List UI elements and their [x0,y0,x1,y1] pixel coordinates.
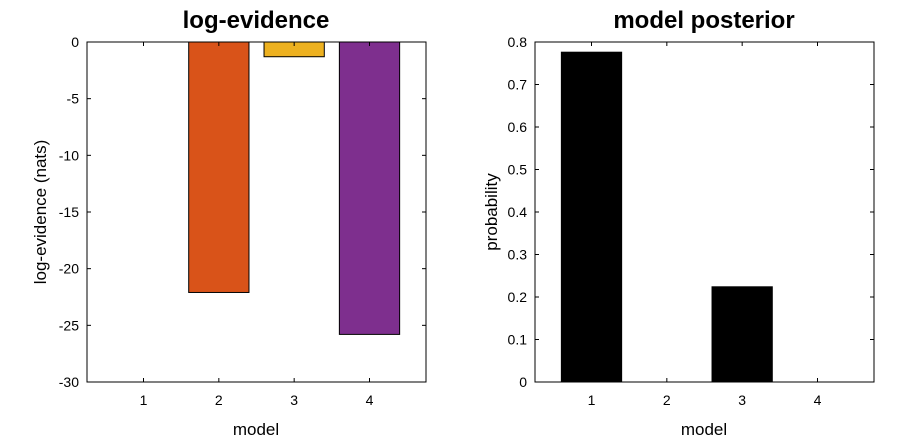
x-tick-label: 3 [738,392,746,408]
x-axis-label: model [233,420,279,439]
y-tick-label: -25 [59,317,79,333]
y-tick-label: 0 [519,374,527,390]
x-tick-label: 1 [588,392,596,408]
panel-model-posterior: model posterior 0 0.1 0.2 0.3 0.4 0.5 0.6 0.7 0.… [482,7,875,439]
chart-title: model posterior [613,7,794,34]
y-tick-label: -10 [59,147,79,163]
y-tick-label: 0.5 [508,162,528,178]
x-tick-label: 2 [215,392,223,408]
y-axis-ticks: 0 -5 -10 -15 -20 -25 -30 [59,34,426,390]
y-tick-label: 0.4 [508,204,528,220]
x-tick-label: 3 [290,392,298,408]
bar-model-2 [188,41,250,293]
y-tick-label: 0 [71,34,79,50]
y-tick-label: -5 [67,91,80,107]
y-tick-label: 0.3 [508,247,528,263]
panel-log-evidence: log-evidence 0 -5 -10 -15 -20 -25 -30 1 2 3 4 mod… [31,7,427,439]
y-tick-label: -30 [59,374,79,390]
bar-group [560,51,773,383]
x-axis-label: model [681,420,727,439]
y-tick-label: 0.2 [508,289,528,305]
x-axis-ticks: 1 2 3 4 [140,42,374,408]
y-tick-label: 0.6 [508,119,528,135]
bar-model-3 [711,286,773,383]
y-axis-label: log-evidence (nats) [31,140,50,285]
bar-model-4 [338,41,401,335]
y-tick-label: -20 [59,261,79,277]
x-axis-ticks: 1 2 3 4 [588,42,822,408]
x-tick-label: 4 [366,392,374,408]
y-axis-ticks: 0 0.1 0.2 0.3 0.4 0.5 0.6 0.7 0.8 [508,34,874,390]
x-tick-label: 1 [140,392,148,408]
x-tick-label: 4 [814,392,822,408]
bar-model-1 [560,51,623,383]
y-tick-label: 0.1 [508,332,528,348]
y-axis-label: probability [482,173,501,251]
x-tick-label: 2 [663,392,671,408]
y-tick-label: 0.7 [508,77,528,93]
chart-title: log-evidence [183,7,330,34]
y-tick-label: -15 [59,204,79,220]
bar-group [188,41,401,335]
y-tick-label: 0.8 [508,34,528,50]
